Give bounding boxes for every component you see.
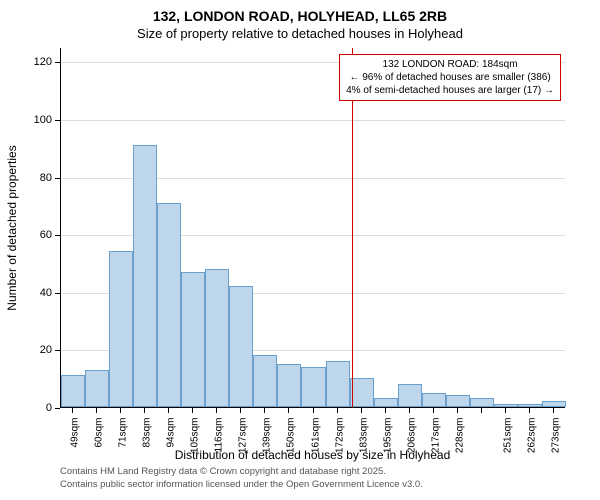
x-tick-label: 94sqm: [166, 418, 177, 478]
x-tick-mark: [313, 408, 314, 413]
x-tick-label: 228sqm: [454, 418, 465, 478]
histogram-bar: [518, 404, 542, 407]
x-tick-label: 71sqm: [118, 418, 129, 478]
x-tick-mark: [361, 408, 362, 413]
chart-title-line1: 132, LONDON ROAD, HOLYHEAD, LL65 2RB: [0, 8, 600, 24]
y-tick-label: 80: [12, 172, 52, 184]
x-tick-mark: [240, 408, 241, 413]
x-tick-label: 217sqm: [430, 418, 441, 478]
y-tick-label: 60: [12, 229, 52, 241]
x-tick-label: 150sqm: [286, 418, 297, 478]
x-tick-mark: [337, 408, 338, 413]
histogram-bar: [542, 401, 566, 407]
y-tick-mark: [55, 408, 60, 409]
chart-container: 132, LONDON ROAD, HOLYHEAD, LL65 2RB Siz…: [0, 0, 600, 500]
annotation-line3: 4% of semi-detached houses are larger (1…: [346, 84, 554, 97]
x-tick-label: 116sqm: [214, 418, 225, 478]
histogram-bar: [253, 355, 277, 407]
x-tick-mark: [288, 408, 289, 413]
y-tick-label: 0: [12, 402, 52, 414]
x-tick-mark: [144, 408, 145, 413]
histogram-bar: [61, 375, 85, 407]
y-tick-mark: [55, 178, 60, 179]
histogram-bar: [205, 269, 229, 407]
histogram-bar: [398, 384, 422, 407]
annotation-box: 132 LONDON ROAD: 184sqm← 96% of detached…: [339, 54, 561, 101]
x-tick-mark: [553, 408, 554, 413]
histogram-bar: [350, 378, 374, 407]
histogram-bar: [85, 370, 109, 407]
y-tick-mark: [55, 235, 60, 236]
x-tick-mark: [505, 408, 506, 413]
x-tick-mark: [192, 408, 193, 413]
x-tick-mark: [120, 408, 121, 413]
histogram-bar: [446, 395, 470, 407]
x-tick-mark: [264, 408, 265, 413]
x-tick-mark: [72, 408, 73, 413]
x-tick-mark: [481, 408, 482, 413]
x-tick-label: 60sqm: [94, 418, 105, 478]
histogram-bar: [109, 251, 133, 407]
x-tick-label: 105sqm: [190, 418, 201, 478]
histogram-bar: [494, 404, 518, 407]
x-tick-label: 172sqm: [334, 418, 345, 478]
x-tick-mark: [529, 408, 530, 413]
histogram-bar: [277, 364, 301, 407]
y-tick-label: 100: [12, 114, 52, 126]
x-tick-mark: [168, 408, 169, 413]
x-tick-label: 83sqm: [142, 418, 153, 478]
y-tick-mark: [55, 62, 60, 63]
x-tick-label: 127sqm: [238, 418, 249, 478]
x-tick-label: 262sqm: [526, 418, 537, 478]
histogram-bar: [301, 367, 325, 407]
x-tick-mark: [409, 408, 410, 413]
histogram-bar: [181, 272, 205, 407]
x-tick-mark: [457, 408, 458, 413]
y-tick-mark: [55, 350, 60, 351]
x-tick-mark: [216, 408, 217, 413]
histogram-bar: [326, 361, 350, 407]
y-tick-mark: [55, 120, 60, 121]
histogram-bar: [133, 145, 157, 407]
x-tick-label: 206sqm: [406, 418, 417, 478]
chart-title-line2: Size of property relative to detached ho…: [0, 26, 600, 41]
x-tick-label: 161sqm: [310, 418, 321, 478]
y-tick-label: 20: [12, 344, 52, 356]
annotation-line1: 132 LONDON ROAD: 184sqm: [346, 58, 554, 71]
x-tick-mark: [96, 408, 97, 413]
y-tick-label: 40: [12, 287, 52, 299]
x-tick-label: 49sqm: [70, 418, 81, 478]
histogram-bar: [229, 286, 253, 407]
plot-area: [60, 48, 565, 408]
x-tick-label: 183sqm: [358, 418, 369, 478]
annotation-line2: ← 96% of detached houses are smaller (38…: [346, 71, 554, 84]
footer-line2: Contains public sector information licen…: [60, 479, 423, 490]
y-tick-mark: [55, 293, 60, 294]
y-tick-label: 120: [12, 56, 52, 68]
x-tick-mark: [385, 408, 386, 413]
marker-line: [352, 48, 353, 407]
histogram-bar: [374, 398, 398, 407]
x-tick-mark: [433, 408, 434, 413]
x-tick-label: 251sqm: [502, 418, 513, 478]
x-tick-label: 195sqm: [382, 418, 393, 478]
histogram-bar: [470, 398, 494, 407]
x-tick-label: 139sqm: [262, 418, 273, 478]
histogram-bar: [422, 393, 446, 407]
histogram-bar: [157, 203, 181, 407]
gridline: [61, 120, 565, 121]
x-tick-label: 273sqm: [550, 418, 561, 478]
